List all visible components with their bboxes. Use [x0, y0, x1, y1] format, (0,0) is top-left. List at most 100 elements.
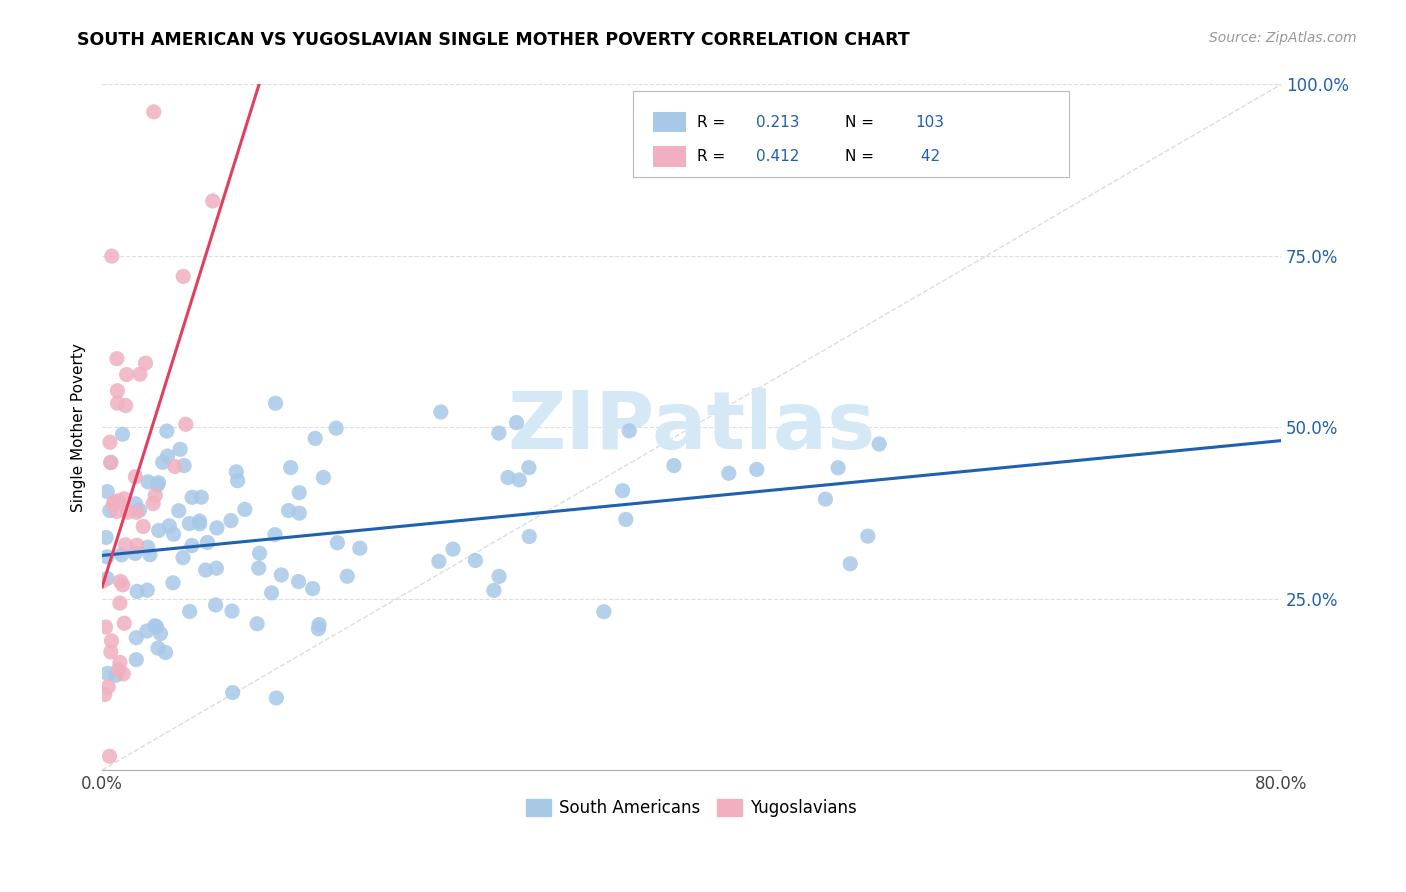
- Point: [264, 396, 287, 410]
- Point: [508, 473, 530, 487]
- Text: N =: N =: [845, 149, 879, 164]
- Point: [174, 417, 197, 432]
- Point: [197, 535, 219, 549]
- Point: [110, 574, 132, 589]
- Point: [125, 505, 148, 519]
- Point: [129, 367, 152, 381]
- Point: [194, 563, 217, 577]
- Point: [172, 550, 194, 565]
- Point: [115, 368, 138, 382]
- Point: [155, 645, 177, 659]
- Point: [205, 521, 228, 535]
- Point: [105, 351, 128, 366]
- Point: [201, 194, 224, 208]
- Point: [100, 633, 122, 648]
- Point: [325, 421, 347, 435]
- Point: [307, 622, 329, 636]
- Point: [429, 405, 451, 419]
- Point: [308, 617, 330, 632]
- Point: [612, 483, 634, 498]
- Text: Source: ZipAtlas.com: Source: ZipAtlas.com: [1209, 31, 1357, 45]
- Point: [94, 530, 117, 544]
- Point: [146, 478, 169, 492]
- Point: [111, 578, 134, 592]
- Point: [496, 470, 519, 484]
- Point: [856, 529, 879, 543]
- Point: [464, 553, 486, 567]
- Point: [304, 431, 326, 445]
- Point: [482, 583, 505, 598]
- Point: [117, 505, 139, 519]
- Point: [179, 516, 201, 531]
- Point: [148, 524, 170, 538]
- Point: [517, 460, 540, 475]
- Point: [204, 598, 226, 612]
- Point: [179, 605, 201, 619]
- Point: [143, 488, 166, 502]
- Point: [91, 574, 114, 589]
- Point: [167, 504, 190, 518]
- Point: [205, 561, 228, 575]
- Point: [839, 557, 862, 571]
- Point: [488, 569, 510, 583]
- Point: [152, 455, 174, 469]
- Point: [97, 680, 120, 694]
- Point: [146, 641, 169, 656]
- Point: [173, 458, 195, 473]
- Point: [287, 574, 309, 589]
- Point: [96, 484, 118, 499]
- Point: [112, 616, 135, 631]
- FancyBboxPatch shape: [652, 146, 686, 167]
- Point: [270, 568, 292, 582]
- FancyBboxPatch shape: [652, 112, 686, 132]
- Point: [135, 356, 157, 370]
- Point: [108, 596, 131, 610]
- Point: [97, 666, 120, 681]
- Point: [156, 449, 179, 463]
- Point: [814, 492, 837, 507]
- Point: [288, 506, 311, 520]
- Point: [124, 497, 146, 511]
- Point: [136, 583, 159, 598]
- Point: [592, 605, 614, 619]
- Point: [717, 467, 740, 481]
- Point: [221, 604, 243, 618]
- Text: ZIPatlas: ZIPatlas: [508, 388, 876, 467]
- Point: [156, 424, 179, 438]
- Point: [108, 656, 131, 670]
- Point: [125, 653, 148, 667]
- Point: [868, 437, 890, 451]
- Point: [124, 546, 146, 560]
- Point: [326, 535, 349, 549]
- Point: [94, 620, 117, 634]
- Point: [112, 491, 135, 506]
- Point: [142, 104, 165, 119]
- Point: [98, 435, 121, 450]
- Point: [266, 690, 288, 705]
- Point: [219, 514, 242, 528]
- Point: [246, 616, 269, 631]
- Point: [135, 624, 157, 638]
- Point: [181, 491, 204, 505]
- Point: [277, 503, 299, 517]
- Point: [124, 469, 146, 483]
- Point: [105, 504, 128, 518]
- Point: [149, 626, 172, 640]
- Point: [145, 620, 167, 634]
- Point: [100, 456, 122, 470]
- Y-axis label: Single Mother Poverty: Single Mother Poverty: [72, 343, 86, 512]
- Point: [181, 539, 204, 553]
- FancyBboxPatch shape: [633, 91, 1069, 177]
- Text: N =: N =: [845, 115, 879, 129]
- Point: [107, 663, 129, 677]
- Point: [190, 490, 212, 504]
- Point: [96, 572, 118, 586]
- Point: [96, 549, 118, 564]
- Point: [247, 561, 270, 575]
- Point: [114, 399, 136, 413]
- Point: [745, 462, 768, 476]
- Text: 42: 42: [915, 149, 939, 164]
- Point: [260, 586, 283, 600]
- Point: [172, 269, 194, 284]
- Point: [288, 485, 311, 500]
